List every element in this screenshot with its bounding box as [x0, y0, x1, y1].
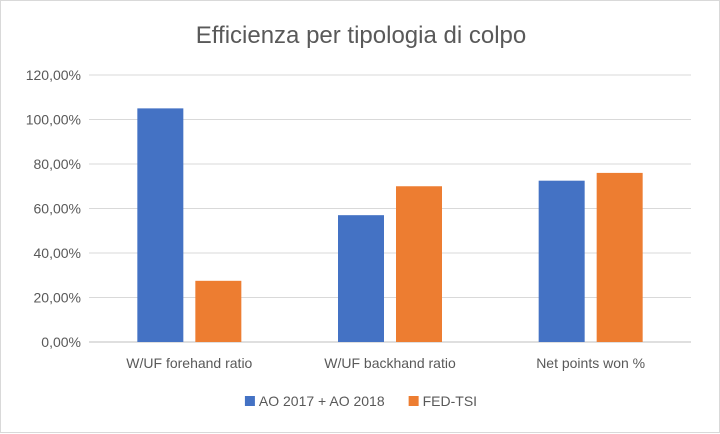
- bar-fed-tsi-1: [396, 186, 442, 342]
- chart-title: Efficienza per tipologia di colpo: [196, 22, 526, 49]
- legend-item: FED-TSI: [408, 393, 477, 409]
- legend-label: FED-TSI: [423, 393, 477, 409]
- bar-fed-tsi-2: [596, 172, 643, 342]
- bar-ao-1: [338, 215, 384, 342]
- bar-ao-0: [137, 108, 184, 342]
- legend-item: AO 2017 + AO 2018: [244, 393, 385, 409]
- category-label: W/UF forehand ratio: [126, 355, 252, 371]
- legend-swatch: [408, 396, 419, 406]
- y-tick-label: 120,00%: [26, 67, 81, 83]
- y-tick-label: 100,00%: [26, 112, 81, 128]
- bars: [137, 108, 643, 342]
- y-tick-label: 40,00%: [34, 245, 81, 261]
- category-labels: W/UF forehand ratio W/UF backhand ratio Ne…: [126, 355, 645, 371]
- category-label: W/UF backhand ratio: [324, 355, 456, 371]
- category-label: Net points won %: [536, 355, 645, 371]
- gridlines: [89, 74, 691, 343]
- legend: AO 2017 + AO 2018 FED-TSI: [244, 393, 477, 409]
- legend-label: AO 2017 + AO 2018: [259, 393, 385, 409]
- y-tick-label: 0,00%: [41, 334, 81, 350]
- y-axis-ticks: 0,00% 20,00% 40,00% 60,00% 80,00% 100,00% 120,…: [26, 67, 81, 350]
- legend-swatch: [244, 396, 255, 406]
- bar-ao-2: [538, 180, 585, 342]
- y-tick-label: 80,00%: [34, 156, 81, 172]
- y-tick-label: 60,00%: [34, 201, 81, 217]
- bar-fed-tsi-0: [195, 280, 242, 342]
- y-tick-label: 20,00%: [34, 290, 81, 306]
